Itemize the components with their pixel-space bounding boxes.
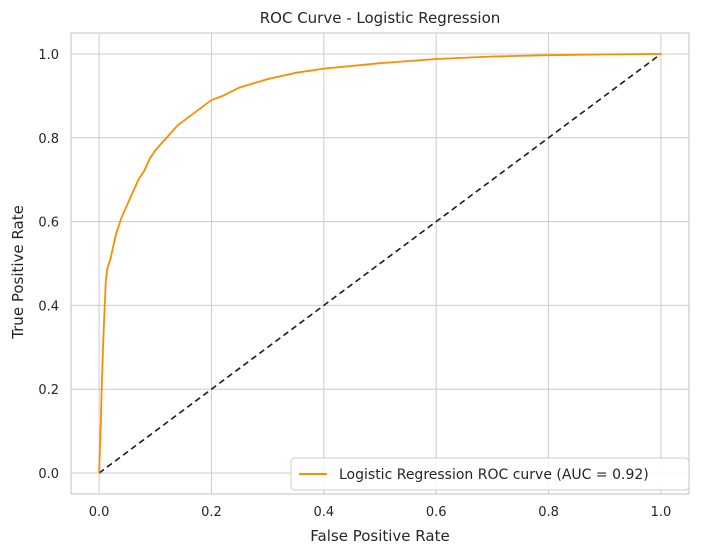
x-tick-label: 0.0 [89,505,110,520]
legend: Logistic Regression ROC curve (AUC = 0.9… [290,457,690,491]
y-tick-label: 0.8 [38,132,59,147]
legend-entry-logistic-regression: Logistic Regression ROC curve (AUC = 0.9… [339,467,649,483]
plot-frame [70,32,690,495]
x-tick-label: 1.0 [651,505,672,520]
y-tick-label: 0.6 [38,216,59,231]
y-tick-label: 0.0 [38,467,59,482]
x-tick-label: 0.8 [538,505,559,520]
series-layer [98,53,662,474]
y-tick-label: 1.0 [38,48,59,63]
x-tick-labels: 0.0 0.2 0.4 0.6 0.8 1.0 [89,505,672,520]
grid [71,33,689,494]
y-tick-label: 0.4 [38,299,59,314]
y-tick-labels: 0.0 0.2 0.4 0.6 0.8 1.0 [38,48,59,482]
x-tick-label: 0.6 [426,505,447,520]
chart-title: ROC Curve - Logistic Regression [260,9,501,27]
roc-curve-line [98,53,661,474]
x-tick-label: 0.2 [201,505,222,520]
random-baseline-line [98,53,662,474]
x-tick-label: 0.4 [313,505,334,520]
y-axis-label: True Positive Rate [9,205,27,340]
legend-box [290,457,690,491]
y-tick-label: 0.2 [38,383,59,398]
x-axis-label: False Positive Rate [310,527,449,545]
